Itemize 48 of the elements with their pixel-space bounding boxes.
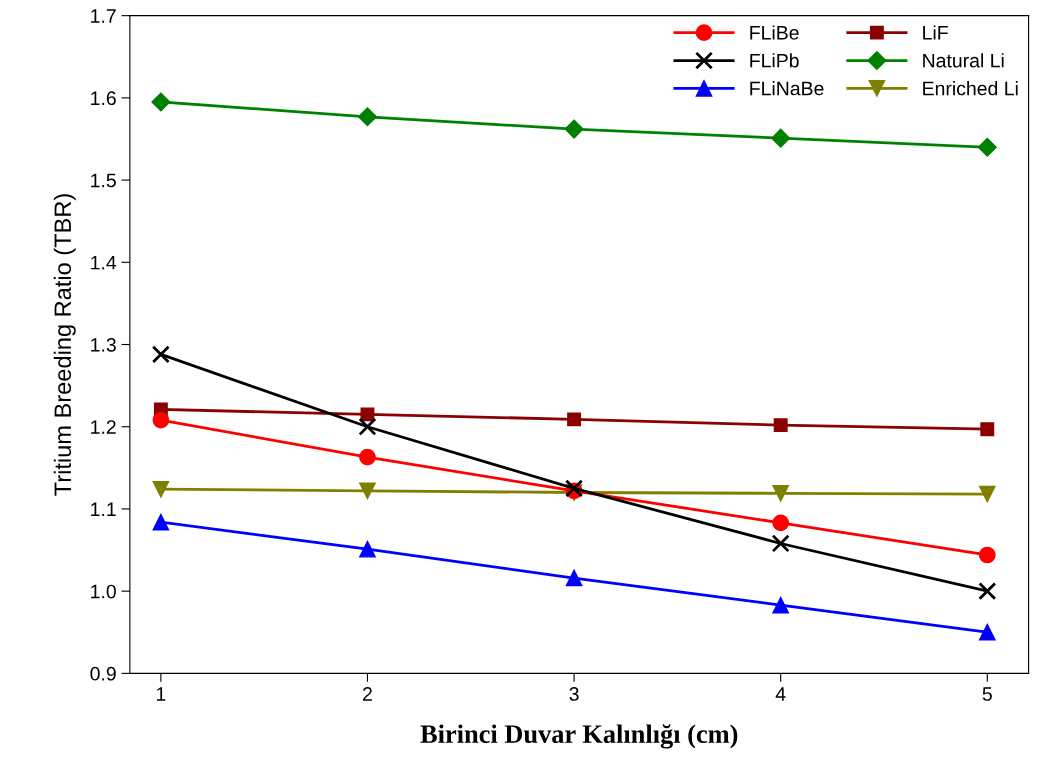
y-tick-label: 1.7: [91, 9, 116, 23]
y-tick-label: 1.6: [91, 91, 116, 106]
point: [357, 107, 378, 127]
point: [980, 422, 995, 437]
point: [359, 448, 376, 466]
point: [152, 513, 170, 531]
legend-label: Enriched Li: [923, 81, 1018, 96]
legend-label: LiF: [923, 25, 948, 40]
x-axis-title: Birinci Duvar Kalınlığı (cm): [420, 724, 738, 749]
point: [360, 407, 375, 422]
point: [358, 417, 377, 436]
y-tick-label: 1.4: [91, 255, 117, 270]
y-axis-title: Tritium Breeding Ratio (TBR): [53, 194, 76, 496]
x-tick-label: 3: [569, 687, 579, 701]
y-tick-label: 1.1: [91, 502, 116, 516]
point: [565, 569, 583, 587]
legend-label: FLiNaBe: [750, 81, 824, 96]
x-tick-label: 4: [775, 687, 786, 701]
x-tick-label: 1: [156, 687, 166, 701]
point: [977, 137, 997, 157]
point: [567, 412, 582, 427]
legend-label: FLiBe: [750, 25, 799, 40]
point: [359, 482, 376, 500]
point: [151, 92, 171, 112]
point: [772, 484, 790, 502]
point: [978, 623, 996, 641]
point: [152, 480, 170, 498]
y-tick-label: 1.0: [91, 584, 116, 599]
y-tick-label: 1.3: [91, 337, 116, 352]
point: [359, 540, 376, 558]
y-tick-label: 1.5: [91, 173, 116, 188]
point: [564, 119, 584, 139]
point: [152, 411, 170, 429]
legend-label: Natural Li: [923, 53, 1004, 68]
x-tick-label: 5: [982, 687, 992, 701]
point: [773, 418, 788, 433]
point: [978, 582, 997, 601]
y-tick-label: 1.2: [91, 420, 116, 434]
point: [772, 514, 790, 532]
legend-label: FLiPb: [750, 53, 799, 68]
x-tick-label: 2: [363, 687, 372, 701]
point: [772, 596, 790, 614]
point: [978, 546, 996, 564]
point: [978, 485, 996, 503]
point: [771, 534, 790, 553]
point: [151, 345, 170, 364]
y-tick-label: 0.9: [90, 666, 116, 681]
point: [771, 128, 791, 148]
